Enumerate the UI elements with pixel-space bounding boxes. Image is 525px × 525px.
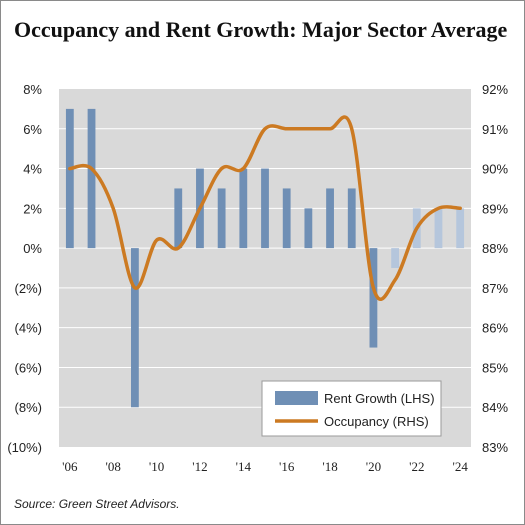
x-tick-label: '24 (452, 459, 468, 474)
x-tick-label: '08 (106, 459, 121, 474)
right-tick-label: 84% (482, 400, 508, 415)
right-axis-ticks: 92% 91% 90% 89% 88% 87% 86% 85% 84% 83% (482, 82, 508, 455)
bar-2021 (391, 248, 400, 268)
bar-2016 (282, 188, 291, 249)
bar-2018 (326, 188, 334, 249)
right-tick-label: 85% (482, 360, 508, 375)
bar-2006 (65, 108, 74, 249)
occupancy-line (68, 115, 462, 301)
x-tick-label: '10 (149, 459, 164, 474)
right-tick-label: 90% (482, 162, 508, 177)
legend-box (261, 380, 442, 437)
bar-2013 (217, 188, 226, 249)
x-axis-ticks: '06 '08 '10 '12 '14 '16 '18 '20 '22 '24 (62, 459, 468, 474)
bar-2015 (261, 168, 269, 249)
bar-2024 (456, 208, 465, 249)
x-tick-label: '22 (409, 459, 424, 474)
x-tick-label: '14 (236, 459, 252, 474)
bar-2009 (130, 248, 139, 408)
right-tick-label: 86% (482, 321, 508, 336)
right-tick-label: 89% (482, 201, 508, 216)
x-tick-label: '18 (322, 459, 337, 474)
legend-bar-swatch (275, 391, 318, 405)
bar-2023 (434, 208, 443, 249)
x-tick-label: '16 (279, 459, 295, 474)
x-tick-label: '06 (62, 459, 78, 474)
x-tick-label: '20 (366, 459, 381, 474)
left-tick-label: (10%) (7, 440, 42, 455)
x-tick-label: '12 (192, 459, 207, 474)
left-tick-label: 6% (23, 122, 42, 137)
left-tick-label: (2%) (15, 281, 42, 296)
left-tick-label: 8% (23, 82, 42, 97)
left-tick-label: (4%) (15, 321, 42, 336)
bar-2017 (304, 208, 313, 249)
bar-2014 (239, 168, 248, 249)
source-note: Source: Green Street Advisors. (14, 497, 180, 511)
right-tick-label: 87% (482, 281, 508, 296)
right-tick-label: 83% (482, 440, 508, 455)
bar-2007 (87, 108, 96, 249)
bar-2011 (174, 188, 183, 249)
right-tick-label: 88% (482, 241, 508, 256)
left-tick-label: (6%) (15, 360, 42, 375)
bar-2019 (347, 188, 356, 249)
left-tick-label: 0% (23, 241, 42, 256)
left-tick-label: (8%) (15, 400, 42, 415)
legend-label-rent-growth: Rent Growth (LHS) (324, 391, 435, 406)
left-axis-ticks: 8% 6% 4% 2% 0% (2%) (4%) (6%) (8%) (10%) (7, 82, 42, 455)
chart-title: Occupancy and Rent Growth: Major Sector … (14, 17, 508, 42)
legend: Rent Growth (LHS) Occupancy (RHS) (261, 380, 442, 437)
left-tick-label: 4% (23, 162, 42, 177)
left-tick-label: 2% (23, 201, 42, 216)
right-tick-label: 92% (482, 82, 508, 97)
legend-label-occupancy: Occupancy (RHS) (324, 414, 429, 429)
right-tick-label: 91% (482, 122, 508, 137)
bar-2020 (369, 248, 378, 348)
